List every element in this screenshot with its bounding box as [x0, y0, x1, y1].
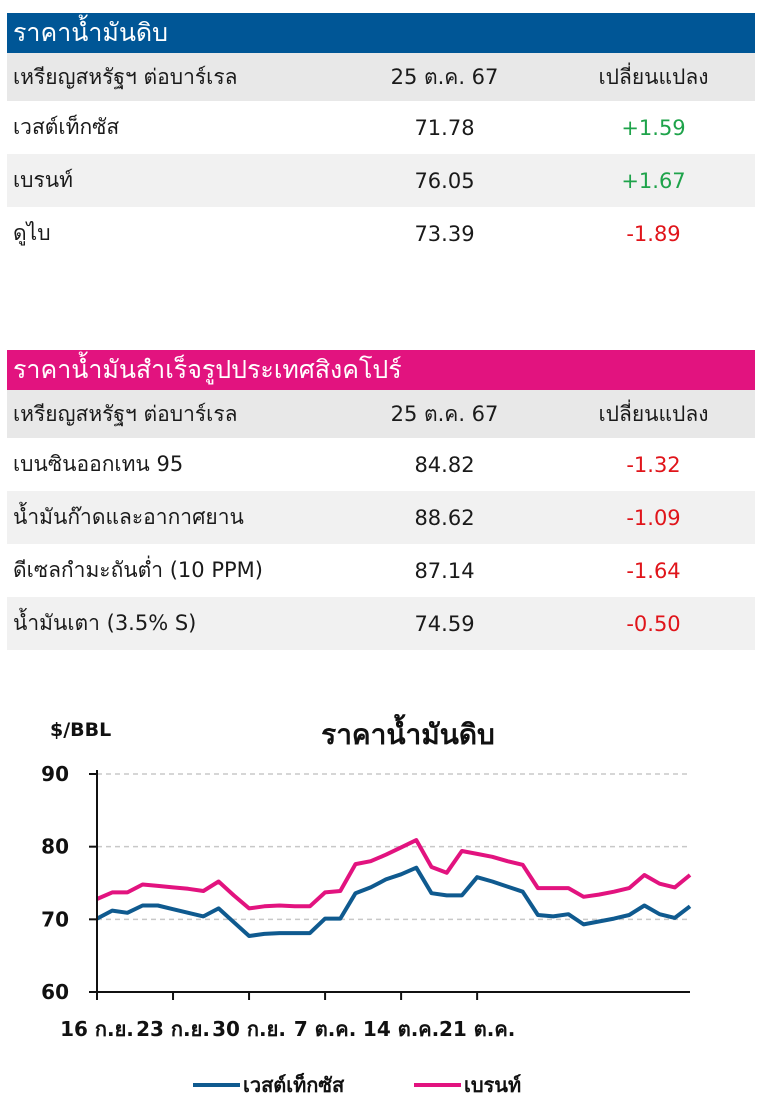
crude-oil-table: ราคาน้ำมันดิบ เหรียญสหรัฐฯ ต่อบาร์เรล 25…: [7, 13, 755, 260]
column-change-label: เปลี่ยนแปลง: [598, 401, 709, 426]
crude-oil-price-chart: $/BBL ราคาน้ำมันดิบ 60 70 80 90 16 ก.ย. 23 ก…: [41, 713, 692, 1097]
row-price: 84.82: [414, 452, 475, 477]
row-change: +1.59: [621, 115, 686, 140]
y-tick-label: 80: [41, 835, 69, 859]
row-price: 76.05: [414, 168, 475, 193]
table-row: น้ำมันก๊าดและอากาศยาน 88.62 -1.09: [7, 491, 755, 544]
product-column-header: เหรียญสหรัฐฯ ต่อบาร์เรล 25 ต.ค. 67 เปลี่…: [7, 390, 755, 438]
row-change: -1.32: [626, 452, 681, 477]
table-row: เวสต์เท็กซัส 71.78 +1.59: [7, 101, 755, 154]
row-name: เบนซินออกเทน 95: [13, 452, 184, 476]
row-name: ดีเซลกำมะถันต่ำ (10 PPM): [13, 558, 263, 582]
x-tick-label: 21 ต.ค.: [439, 1017, 515, 1041]
table-row: ดีเซลกำมะถันต่ำ (10 PPM) 87.14 -1.64: [7, 544, 755, 597]
row-change: -1.64: [626, 558, 681, 583]
x-tick-label: 30 ก.ย.: [212, 1017, 286, 1041]
series-line-brent: [96, 838, 692, 911]
row-price: 88.62: [414, 505, 475, 530]
row-name: เวสต์เท็กซัส: [13, 115, 120, 139]
row-name: ดูไบ: [13, 221, 51, 245]
legend-label-wti: เวสต์เท็กซัส: [243, 1072, 345, 1097]
table-row: น้ำมันเตา (3.5% S) 74.59 -0.50: [7, 597, 755, 650]
product-title: ราคาน้ำมันสำเร็จรูปประเทศสิงคโปร์: [7, 350, 755, 390]
row-name: น้ำมันก๊าดและอากาศยาน: [13, 505, 244, 529]
column-unit-label: เหรียญสหรัฐฯ ต่อบาร์เรล: [13, 401, 238, 426]
row-price: 71.78: [414, 115, 475, 140]
x-tick-label: 16 ก.ย.: [60, 1017, 134, 1041]
column-change-label: เปลี่ยนแปลง: [598, 64, 709, 89]
x-tick-label: 7 ต.ค.: [294, 1017, 356, 1041]
x-tick-label: 14 ต.ค.: [363, 1017, 439, 1041]
row-change: -1.09: [626, 505, 681, 530]
y-tick-label: 60: [41, 980, 69, 1004]
table-row: ดูไบ 73.39 -1.89: [7, 207, 755, 260]
row-change: +1.67: [621, 168, 686, 193]
series-line-wti: [96, 865, 692, 938]
row-name: น้ำมันเตา (3.5% S): [13, 611, 197, 635]
row-price: 87.14: [414, 558, 475, 583]
y-tick-label: 70: [41, 907, 69, 931]
row-name: เบรนท์: [13, 168, 73, 192]
row-price: 74.59: [414, 611, 475, 636]
legend: เวสต์เท็กซัส เบรนท์: [193, 1072, 521, 1097]
table-row: เบนซินออกเทน 95 84.82 -1.32: [7, 438, 755, 491]
y-axis-unit-label: $/BBL: [50, 719, 111, 741]
column-date-label: 25 ต.ค. 67: [390, 64, 499, 89]
row-change: -1.89: [626, 221, 681, 246]
singapore-product-table: ราคาน้ำมันสำเร็จรูปประเทศสิงคโปร์ เหรียญ…: [7, 350, 755, 650]
row-change: -0.50: [626, 611, 681, 636]
y-tick-label: 90: [41, 762, 69, 786]
crude-oil-column-header: เหรียญสหรัฐฯ ต่อบาร์เรล 25 ต.ค. 67 เปลี่…: [7, 53, 755, 101]
crude-oil-title: ราคาน้ำมันดิบ: [7, 13, 755, 53]
column-date-label: 25 ต.ค. 67: [390, 401, 499, 426]
x-tick-label: 23 ก.ย.: [136, 1017, 210, 1041]
row-price: 73.39: [414, 221, 475, 246]
chart-title: ราคาน้ำมันดิบ: [321, 713, 495, 751]
column-unit-label: เหรียญสหรัฐฯ ต่อบาร์เรล: [13, 64, 238, 89]
legend-label-brent: เบรนท์: [464, 1073, 521, 1097]
table-row: เบรนท์ 76.05 +1.67: [7, 154, 755, 207]
